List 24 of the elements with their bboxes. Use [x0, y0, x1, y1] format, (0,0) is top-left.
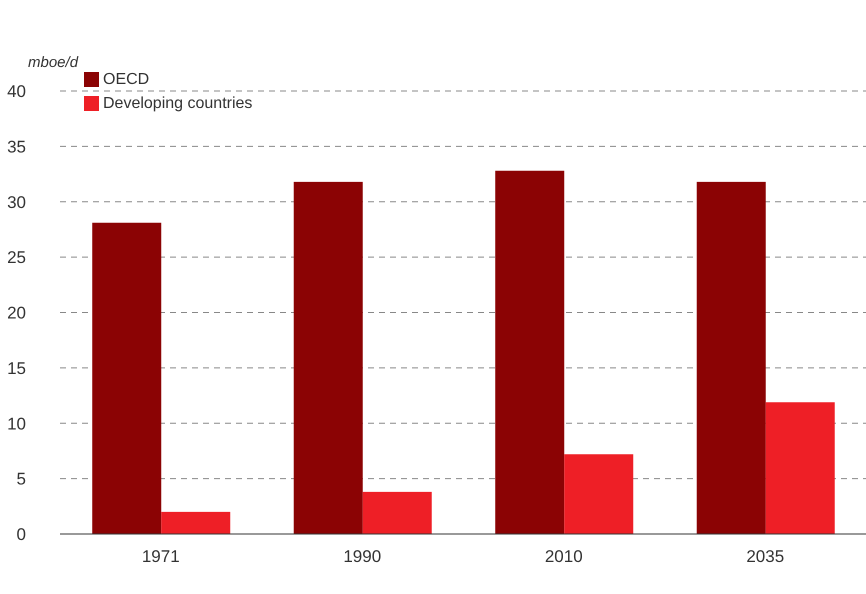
y-tick-label: 15: [7, 358, 26, 378]
y-tick-label: 10: [7, 414, 26, 434]
y-tick-label: 20: [7, 304, 26, 323]
x-tick-label: 2010: [544, 547, 583, 566]
legend-label: OECD: [103, 71, 150, 88]
legend-label: Developing countries: [103, 95, 252, 112]
bar: [161, 512, 230, 534]
bar: [294, 182, 363, 534]
y-tick-label: 0: [16, 525, 26, 544]
y-tick-label: 30: [7, 192, 26, 212]
y-tick-label: 40: [7, 82, 26, 102]
x-tick-label: 1990: [343, 547, 382, 566]
bar: [766, 402, 835, 534]
y-tick-label: 25: [7, 248, 26, 268]
y-tick-label: 5: [16, 470, 26, 489]
bar: [696, 182, 766, 534]
y-axis-title: mboe/d: [28, 54, 79, 71]
bar: [362, 492, 432, 534]
x-tick-label: 2035: [746, 547, 784, 566]
x-tick-label: 1971: [142, 547, 180, 566]
bar: [564, 454, 634, 534]
bar: [92, 222, 162, 534]
y-tick-label: 35: [7, 137, 26, 156]
bar: [495, 170, 564, 534]
